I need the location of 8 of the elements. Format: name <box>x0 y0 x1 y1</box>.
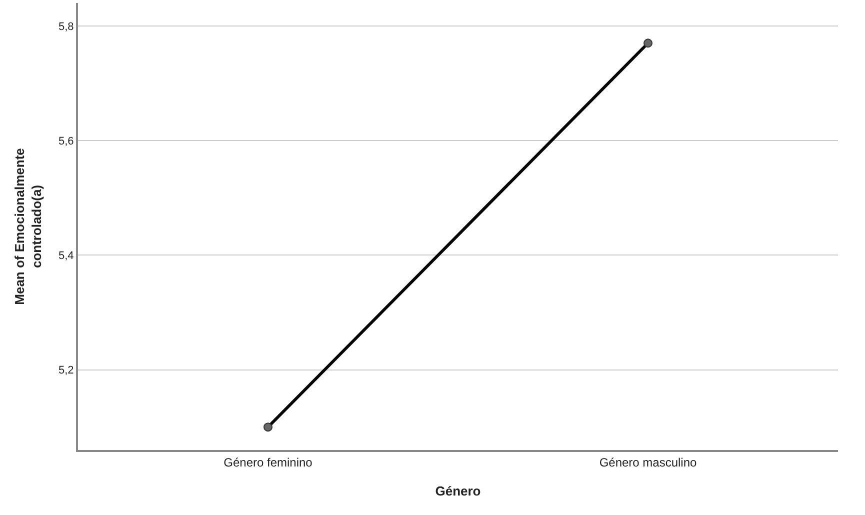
x-tick-label: Género feminino <box>224 455 313 470</box>
y-tick-label: 5,2 <box>58 364 74 377</box>
x-tick-label: Género masculino <box>599 455 698 470</box>
y-tick-label: 5,4 <box>58 250 74 262</box>
y-tick-label: 5,8 <box>58 20 74 33</box>
x-axis-title: Género <box>435 484 481 498</box>
y-axis-title: Mean of Emocionalmente controlado(a) <box>12 148 44 305</box>
y-tick-label: 5,6 <box>58 135 74 148</box>
